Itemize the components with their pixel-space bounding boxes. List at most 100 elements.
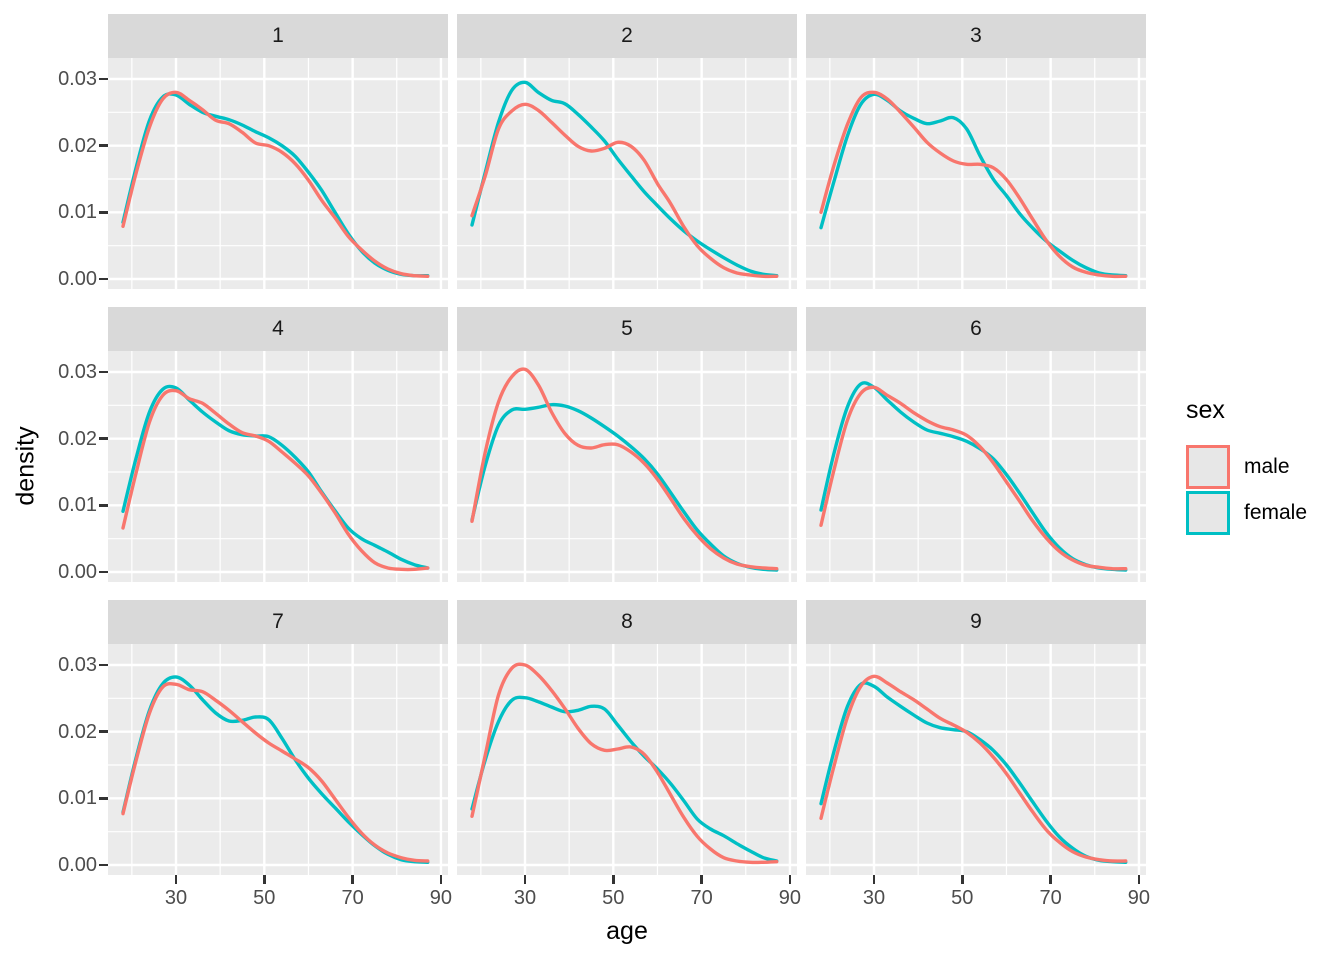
y-tick-label: 0.03 bbox=[58, 361, 97, 383]
density-curve-male bbox=[470, 367, 779, 571]
x-tick-label: 90 bbox=[429, 887, 453, 909]
y-tick-label: 0.00 bbox=[58, 561, 97, 583]
x-tick-label: 50 bbox=[602, 887, 625, 909]
x-tick-mark bbox=[612, 875, 615, 884]
y-tick-mark bbox=[99, 797, 108, 800]
y-tick-label: 0.01 bbox=[58, 787, 97, 810]
x-tick-label: 30 bbox=[513, 887, 537, 909]
facet-strip-label: 8 bbox=[621, 610, 633, 633]
x-tick-mark bbox=[263, 875, 266, 884]
y-tick-label: 0.03 bbox=[58, 654, 97, 676]
legend-key-male bbox=[1186, 445, 1230, 489]
y-tick-mark bbox=[99, 504, 108, 507]
x-tick-mark bbox=[788, 875, 792, 884]
facet-panel-5 bbox=[457, 351, 797, 582]
facet-strip-3: 3 bbox=[806, 14, 1146, 58]
facet-panel-7 bbox=[108, 644, 448, 875]
facet-panel-6 bbox=[806, 351, 1146, 582]
facet-panel-1 bbox=[108, 58, 448, 289]
y-tick-label: 0.01 bbox=[58, 494, 97, 517]
x-tick-label: 70 bbox=[341, 887, 364, 909]
x-tick-mark bbox=[351, 875, 354, 884]
density-curve-female bbox=[121, 92, 430, 278]
y-tick-mark bbox=[99, 437, 108, 440]
facet-strip-label: 9 bbox=[970, 610, 982, 633]
facet-panel-2 bbox=[457, 58, 797, 289]
y-tick-mark bbox=[99, 730, 108, 733]
facet-strip-label: 7 bbox=[272, 610, 284, 633]
density-curve-male bbox=[819, 385, 1128, 571]
x-tick-mark bbox=[872, 875, 876, 884]
y-tick-mark bbox=[99, 77, 108, 81]
y-tick-mark bbox=[99, 277, 108, 281]
density-curve-male bbox=[121, 682, 430, 863]
facet-strip-5: 5 bbox=[457, 307, 797, 351]
density-curve-female bbox=[121, 384, 430, 570]
density-curve-male bbox=[819, 90, 1128, 279]
density-curve-female bbox=[121, 675, 430, 864]
density-curve-male bbox=[470, 662, 779, 865]
y-tick-label: 0.00 bbox=[58, 854, 97, 876]
facet-panel-3 bbox=[806, 58, 1146, 289]
x-tick-label: 50 bbox=[253, 887, 276, 909]
x-tick-label: 30 bbox=[862, 887, 886, 909]
facet-strip-6: 6 bbox=[806, 307, 1146, 351]
facet-strip-9: 9 bbox=[806, 600, 1146, 644]
y-tick-mark bbox=[99, 863, 108, 867]
y-tick-label: 0.01 bbox=[58, 201, 97, 224]
legend-key-female bbox=[1186, 491, 1230, 535]
x-tick-label: 90 bbox=[778, 887, 802, 909]
facet-strip-4: 4 bbox=[108, 307, 448, 351]
facet-strip-label: 5 bbox=[621, 317, 633, 340]
density-curve-female bbox=[819, 92, 1128, 278]
y-tick-mark bbox=[99, 570, 108, 574]
y-tick-label: 0.03 bbox=[58, 68, 97, 90]
facet-panel-8 bbox=[457, 644, 797, 875]
x-tick-mark bbox=[174, 875, 178, 884]
x-axis-title: age bbox=[606, 917, 648, 945]
density-curve-male bbox=[121, 388, 430, 572]
facet-strip-label: 2 bbox=[621, 24, 633, 47]
facet-strip-label: 6 bbox=[970, 317, 982, 340]
x-tick-label: 70 bbox=[690, 887, 713, 909]
y-tick-mark bbox=[99, 144, 108, 147]
facet-strip-label: 4 bbox=[272, 317, 284, 340]
density-curve-female bbox=[470, 80, 779, 278]
y-axis-title: density bbox=[11, 426, 40, 506]
facet-strip-label: 1 bbox=[272, 24, 284, 47]
y-tick-label: 0.02 bbox=[58, 720, 97, 743]
facet-strip-7: 7 bbox=[108, 600, 448, 644]
y-tick-label: 0.02 bbox=[58, 134, 97, 157]
x-tick-label: 50 bbox=[951, 887, 974, 909]
x-tick-mark bbox=[1049, 875, 1052, 884]
x-tick-label: 30 bbox=[164, 887, 188, 909]
facet-strip-2: 2 bbox=[457, 14, 797, 58]
x-tick-mark bbox=[700, 875, 703, 884]
facet-strip-label: 3 bbox=[970, 24, 982, 47]
facet-strip-8: 8 bbox=[457, 600, 797, 644]
legend-label-female: female bbox=[1244, 501, 1308, 524]
density-curve-male bbox=[819, 674, 1128, 863]
legend-title: sex bbox=[1186, 396, 1225, 424]
x-tick-label: 90 bbox=[1127, 887, 1151, 909]
y-tick-label: 0.02 bbox=[58, 427, 97, 450]
y-tick-label: 0.00 bbox=[58, 268, 97, 290]
facet-strip-1: 1 bbox=[108, 14, 448, 58]
density-curve-male bbox=[470, 102, 779, 279]
x-tick-mark bbox=[439, 875, 443, 884]
x-tick-label: 70 bbox=[1039, 887, 1062, 909]
density-curve-female bbox=[470, 402, 779, 572]
y-tick-mark bbox=[99, 370, 108, 374]
density-curve-female bbox=[470, 695, 779, 863]
density-curve-male bbox=[121, 90, 430, 278]
y-tick-mark bbox=[99, 663, 108, 667]
density-curve-female bbox=[819, 381, 1128, 572]
y-tick-mark bbox=[99, 211, 108, 214]
density-curve-female bbox=[819, 681, 1128, 864]
facet-panel-9 bbox=[806, 644, 1146, 875]
legend-label-male: male bbox=[1244, 455, 1290, 478]
x-tick-mark bbox=[523, 875, 527, 884]
x-tick-mark bbox=[961, 875, 964, 884]
facet-panel-4 bbox=[108, 351, 448, 582]
